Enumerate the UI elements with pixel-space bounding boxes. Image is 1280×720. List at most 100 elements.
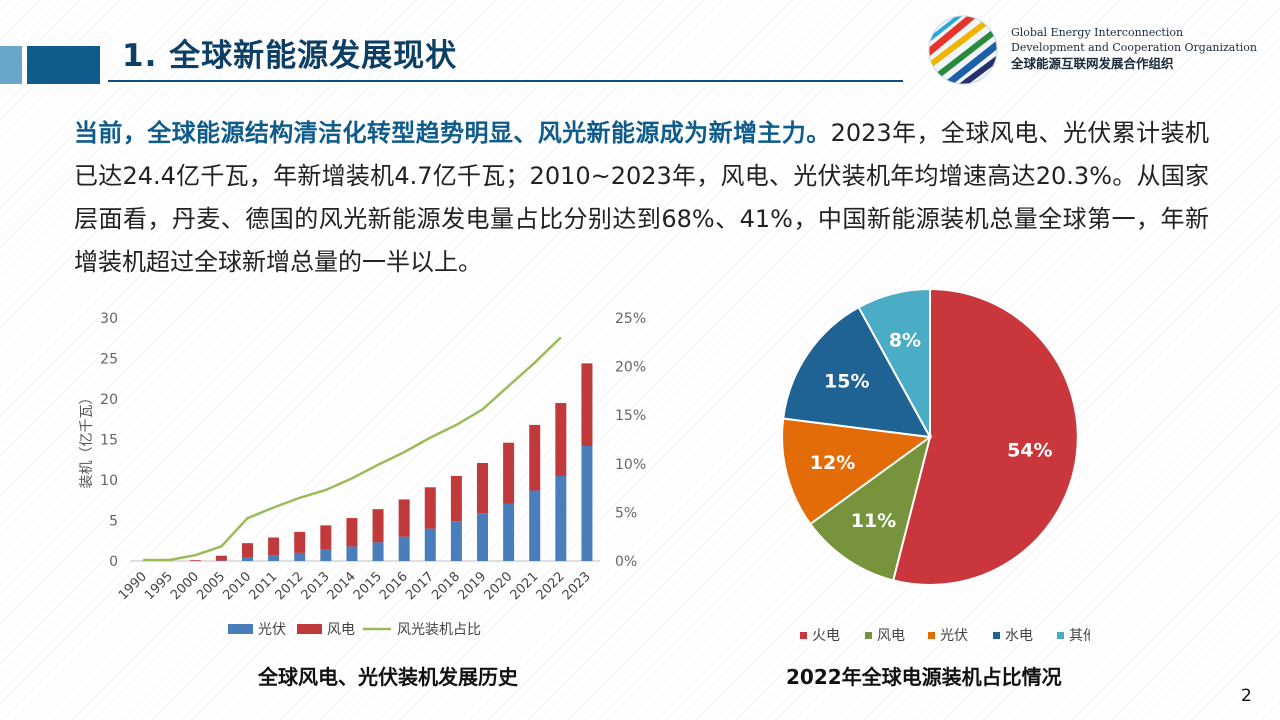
x-tick-label: 2020 (481, 569, 515, 603)
bar-solar-2022 (555, 475, 567, 561)
y2-tick-label: 25% (615, 311, 646, 327)
bar-solar-2013 (320, 549, 332, 561)
bar-wind-2012 (294, 531, 306, 553)
bar-wind-2022 (555, 403, 567, 476)
x-tick-label: 2010 (220, 569, 254, 603)
pie-slice-火电 (891, 287, 1079, 586)
left-chart-caption: 全球风电、光伏装机发展历史 (258, 665, 518, 689)
bar-solar-2021 (529, 490, 541, 561)
page-number: 2 (1241, 686, 1252, 706)
pie-data-label: 11% (851, 510, 896, 532)
pie-legend-label: 火电 (812, 628, 840, 644)
x-tick-label: 2016 (377, 569, 411, 603)
pie-legend-swatch (993, 632, 1000, 639)
legend-swatch-wind (297, 624, 322, 634)
bar-wind-2018 (450, 475, 462, 522)
bar-wind-2010 (242, 543, 253, 558)
paragraph-body: 2023年，全球风电、光伏累计装机已达24.4亿千瓦，年新增装机4.7亿千瓦；2… (74, 119, 1209, 276)
y2-tick-label: 5% (615, 505, 637, 521)
intro-paragraph: 当前，全球能源结构清洁化转型趋势明显、风光新能源成为新增主力。2023年，全球风… (74, 112, 1209, 284)
bar-solar-2018 (450, 521, 462, 561)
y-axis-label: 装机（亿千瓦） (79, 391, 95, 489)
pie-legend-label: 水电 (1005, 628, 1033, 644)
bar-wind-2015 (372, 509, 384, 543)
legend-label-share: 风光装机占比 (397, 622, 481, 638)
pie-slice-水电 (782, 305, 932, 439)
legend-label-wind: 风电 (327, 622, 355, 638)
x-tick-label: 2013 (299, 569, 333, 603)
legend-label-solar: 光伏 (258, 622, 286, 638)
pie-slice-风电 (808, 434, 932, 582)
capacity-history-chart: 0 5 10 15 20 25 30 0% 5% 10% 15% 20% 25% 装机（亿千瓦） 19901… (79, 311, 646, 638)
y-tick-label: 5 (109, 514, 118, 530)
pie-legend-label: 光伏 (940, 628, 968, 644)
bar-wind-2020 (503, 442, 515, 504)
bar-wind-2014 (346, 518, 358, 547)
pie-legend-label: 其他 (1069, 628, 1090, 644)
y-tick-label: 25 (100, 352, 118, 368)
y2-tick-label: 15% (615, 408, 646, 424)
x-tick-label: 2011 (246, 569, 280, 603)
power-mix-pie-chart: 54% 11% 12% 15% 8% 火电 风电 光伏 水电 其他 (781, 287, 1090, 644)
bar-solar-2012 (294, 552, 306, 561)
y2-tick-label: 20% (615, 360, 646, 376)
bar-wind-2016 (398, 499, 410, 537)
x-tick-label: 2021 (508, 569, 542, 603)
bar-solar-2016 (398, 536, 410, 561)
globe-logo-icon (928, 15, 998, 85)
bar-solar-2017 (424, 528, 436, 561)
bar-solar-2020 (503, 503, 515, 561)
y-tick-label: 20 (100, 392, 118, 408)
x-tick-label: 2017 (403, 569, 437, 603)
x-tick-label: 1995 (142, 569, 176, 603)
x-tick-label: 2015 (351, 569, 385, 603)
bar-wind-2017 (424, 487, 436, 529)
y-tick-label: 0 (109, 554, 118, 570)
org-name-en-line2: Development and Cooperation Organization (1011, 41, 1258, 54)
pie-slice-光伏 (781, 417, 933, 526)
x-tick-label: 1990 (116, 569, 150, 603)
bar-wind-2011 (268, 537, 280, 556)
bar-wind-2005 (215, 555, 227, 561)
line-share-series (143, 336, 562, 562)
bar-wind-2019 (477, 462, 488, 514)
right-chart-caption: 2022年全球电源装机占比情况 (786, 665, 1062, 689)
legend-swatch-solar (228, 624, 253, 634)
pie-data-label: 8% (889, 330, 921, 352)
x-tick-label: 2022 (534, 569, 568, 603)
bar-solar-2019 (477, 513, 488, 561)
x-tick-label: 2000 (168, 569, 202, 603)
pie-legend-label: 风电 (877, 628, 905, 644)
header-accent-bar-dark (27, 46, 100, 84)
x-tick-label: 2012 (273, 569, 307, 603)
y-tick-label: 10 (100, 473, 118, 489)
pie-legend-swatch (928, 632, 935, 639)
bar-solar-2010 (242, 557, 253, 561)
pie-slice-其他 (857, 287, 931, 438)
bar-solar-2023 (581, 445, 593, 561)
pie-data-label: 12% (810, 452, 855, 474)
bar-wind-2023 (581, 363, 593, 446)
pie-data-label: 15% (824, 370, 869, 392)
x-tick-label: 2014 (325, 569, 359, 603)
pie-legend-swatch (1057, 632, 1064, 639)
x-tick-label: 2019 (455, 569, 489, 603)
pie-data-label: 54% (1007, 440, 1052, 462)
org-name-en-line1: Global Energy Interconnection (1011, 26, 1184, 39)
bar-wind-2013 (320, 525, 332, 550)
x-tick-label: 2023 (560, 569, 594, 603)
bar-solar-2015 (372, 542, 384, 561)
bar-wind-2021 (529, 424, 541, 491)
paragraph-highlight: 当前，全球能源结构清洁化转型趋势明显、风光新能源成为新增主力。 (74, 119, 831, 147)
header-accent-bar-light (0, 46, 22, 84)
y-tick-label: 30 (100, 311, 118, 327)
bar-solar-2014 (346, 546, 358, 561)
x-tick-label: 2018 (429, 569, 463, 603)
bar-solar-2011 (268, 555, 280, 561)
pie-legend-swatch (800, 632, 807, 639)
title-underline (108, 80, 903, 82)
org-name-cn: 全球能源互联网发展合作组织 (1011, 56, 1174, 71)
y2-tick-label: 10% (615, 457, 646, 473)
x-tick-label: 2005 (194, 569, 228, 603)
bar-wind-2000 (189, 560, 201, 561)
